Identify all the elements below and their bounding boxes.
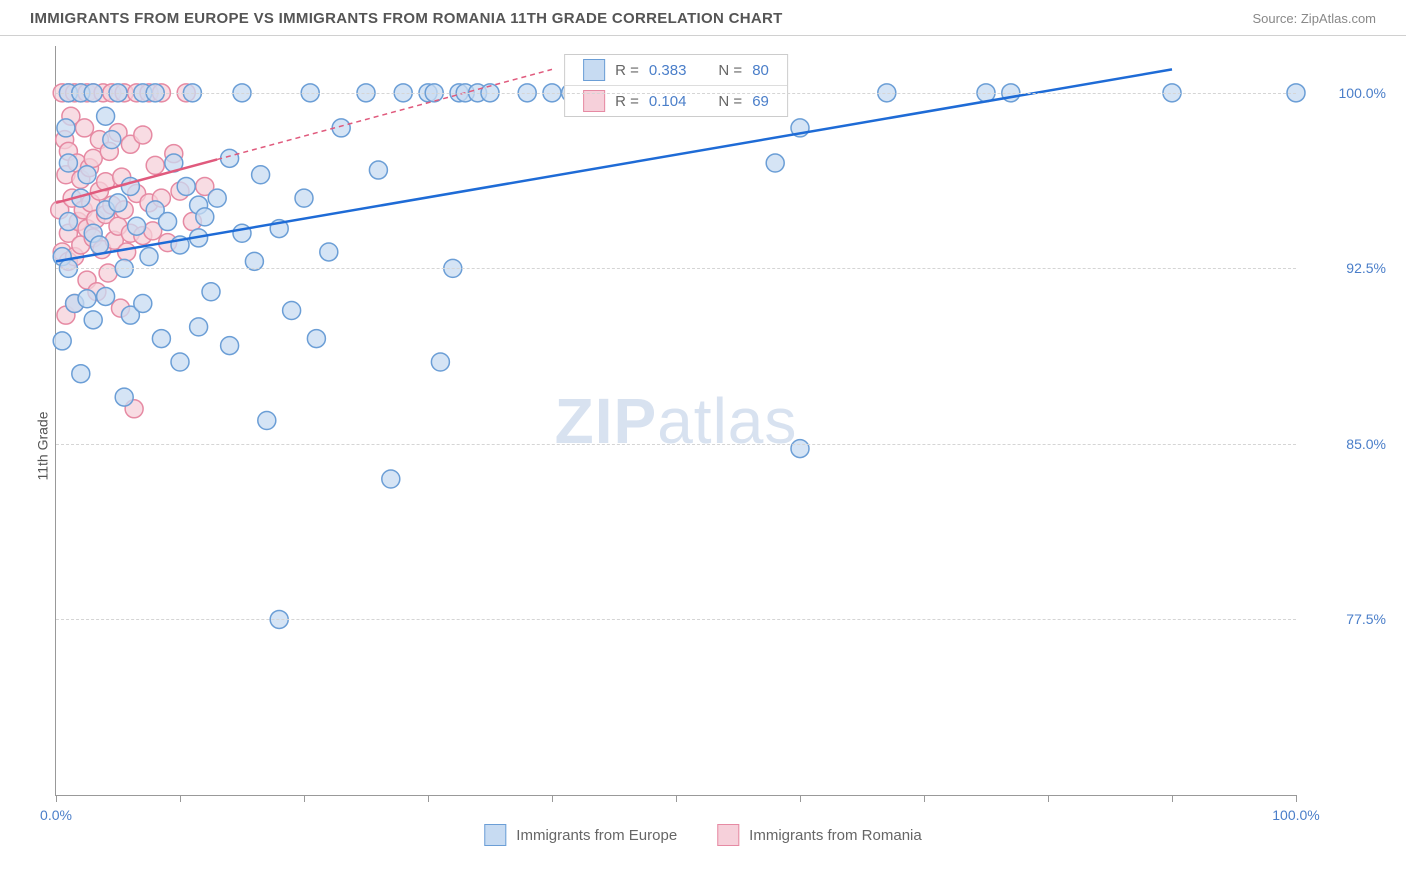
x-tick xyxy=(1048,795,1049,802)
legend-r-label: R = xyxy=(615,62,639,79)
scatter-point xyxy=(84,149,102,167)
legend-top-row: R = 0.104 N = 69 xyxy=(565,86,787,116)
gridline-h xyxy=(56,93,1296,94)
scatter-point xyxy=(152,330,170,348)
x-tick xyxy=(552,795,553,802)
scatter-point xyxy=(146,156,164,174)
x-tick xyxy=(800,795,801,802)
scatter-point xyxy=(258,412,276,430)
scatter-point xyxy=(128,217,146,235)
trend-line-dashed xyxy=(217,69,552,159)
legend-swatch xyxy=(717,824,739,846)
legend-r-value: 0.383 xyxy=(649,62,687,79)
scatter-point xyxy=(59,213,77,231)
chart-wrapper: 11th Grade ZIPatlas R =0.383N =80R =0.10… xyxy=(0,36,1406,856)
scatter-point xyxy=(320,243,338,261)
legend-bottom-item: Immigrants from Romania xyxy=(717,824,922,846)
x-tick xyxy=(1296,795,1297,802)
scatter-point xyxy=(382,470,400,488)
chart-header: IMMIGRANTS FROM EUROPE VS IMMIGRANTS FRO… xyxy=(0,0,1406,36)
scatter-svg xyxy=(56,46,1296,795)
scatter-point xyxy=(90,236,108,254)
legend-n-label: N = xyxy=(718,93,742,110)
scatter-point xyxy=(791,440,809,458)
scatter-point xyxy=(84,311,102,329)
legend-n-label: N = xyxy=(718,62,742,79)
legend-bottom: Immigrants from Europe Immigrants from Ro… xyxy=(484,824,921,846)
x-tick-label: 100.0% xyxy=(1272,807,1319,823)
legend-n-value: 69 xyxy=(752,93,769,110)
gridline-h xyxy=(56,268,1296,269)
y-tick-label: 100.0% xyxy=(1306,85,1386,101)
scatter-point xyxy=(252,166,270,184)
y-tick-label: 85.0% xyxy=(1306,436,1386,452)
legend-top: R = 0.383 N = 80 R = 0.104 N = 69 xyxy=(564,54,788,117)
scatter-point xyxy=(202,283,220,301)
legend-n-value: 80 xyxy=(752,62,769,79)
legend-r-label: R = xyxy=(615,93,639,110)
x-tick xyxy=(924,795,925,802)
x-tick xyxy=(180,795,181,802)
legend-bottom-item: Immigrants from Europe xyxy=(484,824,677,846)
scatter-point xyxy=(53,332,71,350)
scatter-point xyxy=(109,194,127,212)
scatter-point xyxy=(118,243,136,261)
scatter-point xyxy=(78,290,96,308)
scatter-point xyxy=(295,189,313,207)
scatter-point xyxy=(307,330,325,348)
scatter-point xyxy=(134,126,152,144)
legend-swatch xyxy=(583,59,605,81)
x-tick xyxy=(428,795,429,802)
legend-series-label: Immigrants from Romania xyxy=(749,827,922,844)
scatter-point xyxy=(190,318,208,336)
x-tick xyxy=(676,795,677,802)
scatter-point xyxy=(134,294,152,312)
scatter-point xyxy=(97,287,115,305)
x-tick xyxy=(304,795,305,802)
scatter-point xyxy=(196,208,214,226)
legend-series-label: Immigrants from Europe xyxy=(516,827,677,844)
scatter-point xyxy=(140,248,158,266)
y-tick-label: 92.5% xyxy=(1306,260,1386,276)
chart-source: Source: ZipAtlas.com xyxy=(1252,11,1376,26)
scatter-point xyxy=(208,189,226,207)
scatter-point xyxy=(115,388,133,406)
scatter-point xyxy=(78,166,96,184)
legend-swatch xyxy=(484,824,506,846)
scatter-point xyxy=(369,161,387,179)
scatter-point xyxy=(431,353,449,371)
x-tick-label: 0.0% xyxy=(40,807,72,823)
chart-title: IMMIGRANTS FROM EUROPE VS IMMIGRANTS FRO… xyxy=(30,10,783,27)
gridline-h xyxy=(56,619,1296,620)
x-tick xyxy=(1172,795,1173,802)
scatter-point xyxy=(59,154,77,172)
scatter-point xyxy=(76,119,94,137)
scatter-point xyxy=(97,107,115,125)
legend-top-row: R = 0.383 N = 80 xyxy=(565,55,787,86)
plot-area: ZIPatlas R =0.383N =80R =0.104N =69 77.5… xyxy=(55,46,1296,796)
legend-r-value: 0.104 xyxy=(649,93,687,110)
scatter-point xyxy=(233,224,251,242)
scatter-point xyxy=(171,353,189,371)
scatter-point xyxy=(159,213,177,231)
scatter-point xyxy=(72,365,90,383)
x-tick xyxy=(56,795,57,802)
scatter-point xyxy=(177,177,195,195)
scatter-point xyxy=(283,301,301,319)
scatter-point xyxy=(221,149,239,167)
gridline-h xyxy=(56,444,1296,445)
scatter-point xyxy=(103,131,121,149)
plot-container: ZIPatlas R =0.383N =80R =0.104N =69 77.5… xyxy=(55,46,1296,796)
scatter-point xyxy=(766,154,784,172)
scatter-point xyxy=(221,337,239,355)
scatter-point xyxy=(57,119,75,137)
y-tick-label: 77.5% xyxy=(1306,611,1386,627)
scatter-point xyxy=(99,264,117,282)
y-axis-label: 11th Grade xyxy=(35,411,51,480)
